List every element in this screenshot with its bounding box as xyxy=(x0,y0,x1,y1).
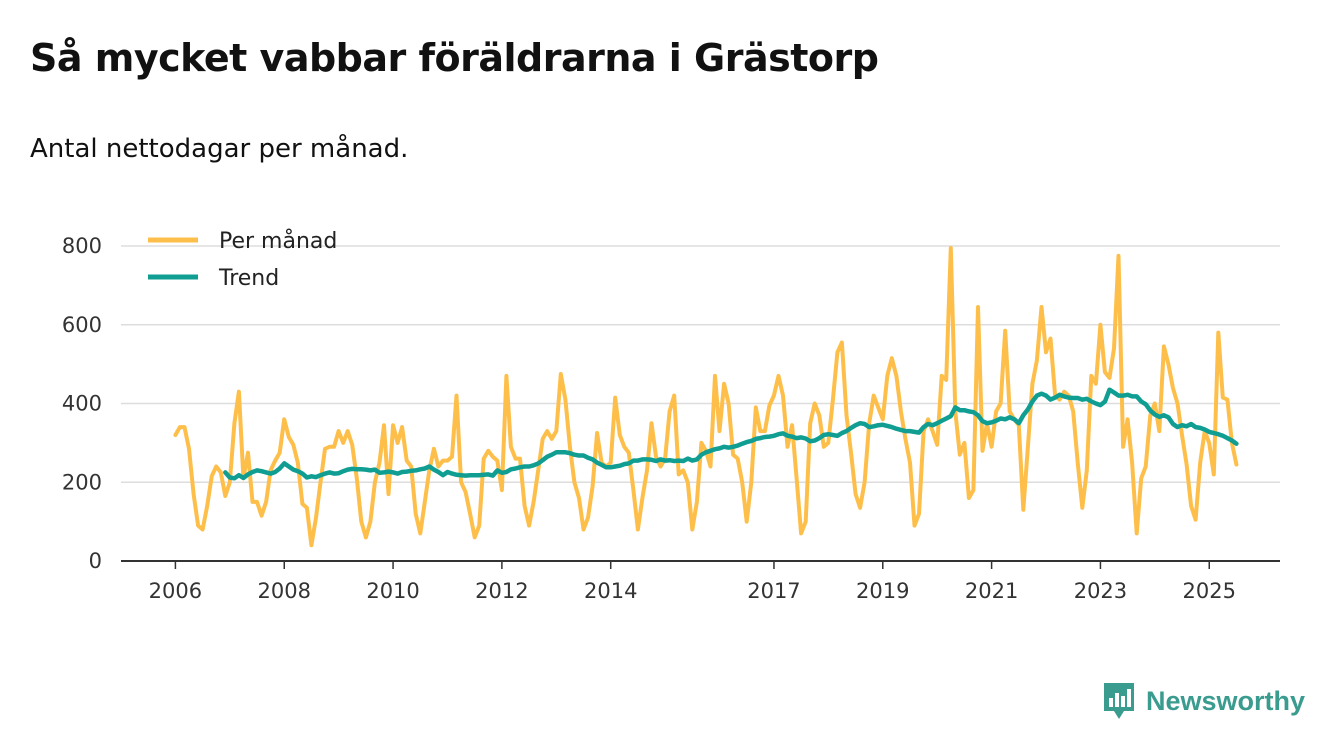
brand-logo[interactable]: Newsworthy xyxy=(1102,680,1305,722)
y-axis-ticks: 0 200 400 600 800 xyxy=(62,234,102,573)
y-tick-label-400: 400 xyxy=(62,392,102,416)
y-tick-label-200: 200 xyxy=(62,470,102,494)
x-tick-label-2019: 2019 xyxy=(856,579,909,603)
x-tick-label-2010: 2010 xyxy=(366,579,419,603)
x-tick-label-2008: 2008 xyxy=(258,579,311,603)
legend-label-trend: Trend xyxy=(218,266,279,291)
chart-subtitle: Antal nettodagar per månad. xyxy=(30,134,409,164)
y-tick-label-0: 0 xyxy=(89,549,102,573)
newsworthy-logo-icon xyxy=(1104,683,1134,719)
x-tick-label-2006: 2006 xyxy=(149,579,202,603)
x-tick-label-2017: 2017 xyxy=(747,579,800,603)
legend: Per månad Trend xyxy=(148,228,337,291)
legend-label-per-manad: Per månad xyxy=(219,228,337,254)
brand-name: Newsworthy xyxy=(1146,685,1306,716)
x-tick-label-2021: 2021 xyxy=(965,579,1018,603)
series-line-trend xyxy=(223,387,1239,481)
x-tick-label-2023: 2023 xyxy=(1074,579,1127,603)
x-tick-label-2014: 2014 xyxy=(584,579,637,603)
chart-title: Så mycket vabbar föräldrarna i Grästorp xyxy=(30,36,879,80)
y-tick-label-800: 800 xyxy=(62,234,102,258)
y-tick-label-600: 600 xyxy=(62,313,102,337)
x-tick-label-2012: 2012 xyxy=(475,579,528,603)
x-axis-ticks: 2006 2008 2010 2012 2014 2017 2019 2021 2023 2025 xyxy=(149,561,1236,603)
x-tick-label-2025: 2025 xyxy=(1183,579,1236,603)
series xyxy=(173,246,1239,548)
